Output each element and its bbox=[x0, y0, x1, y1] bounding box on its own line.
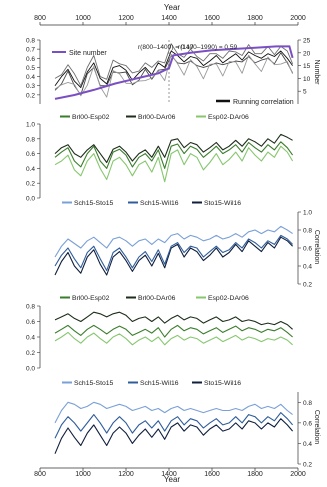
panel-b-y-tick-label: 0.2 bbox=[26, 181, 35, 188]
bottom-x-tick-label: 2000 bbox=[290, 471, 306, 478]
panel-c2-y-tick-label: 0.8 bbox=[303, 400, 312, 407]
panel-a-legend: Site number Running correlation bbox=[52, 50, 294, 106]
top-x-tick-label: 1000 bbox=[75, 15, 91, 22]
top-x-tick-label: 1800 bbox=[247, 15, 263, 22]
panel-b2-legend-label: Sch15-Wil16 bbox=[140, 200, 179, 207]
panel-c2-series-line bbox=[54, 418, 294, 454]
panel-b-y-tick-label: 0.0 bbox=[26, 196, 35, 203]
panel-b-series-line bbox=[54, 145, 294, 183]
panel-c-legend-label: Esp02-DAr06 bbox=[208, 295, 249, 302]
panel-c-y-tick-label: 0.8 bbox=[26, 304, 35, 311]
bottom-x-axis-title: Year bbox=[164, 475, 181, 484]
right-axis-tick-label: 20 bbox=[303, 50, 311, 57]
panel-a-y-tick-label: 0.5 bbox=[26, 65, 35, 72]
panel-b: Brl00-Esp02 Brl00-DAr06 Esp02-DAr06 0.0 0.2… bbox=[26, 114, 294, 203]
panel-b2-series-line bbox=[54, 225, 293, 258]
panel-b-y-tick-label: 1.0 bbox=[26, 122, 35, 129]
panel-c-y-tick-label: 0.0 bbox=[26, 366, 35, 373]
panel-c2-ylabel: Correlation bbox=[313, 410, 320, 444]
panel-b2-legend: Sch15-Sto15 Sch15-Wil16 Sto15-Wil16 bbox=[62, 200, 241, 207]
panel-b2-ylabel: Correlation bbox=[313, 230, 320, 264]
panel-b2: Sch15-Sto15 Sch15-Wil16 Sto15-Wil16 Correl… bbox=[54, 200, 320, 289]
panel-a-running-correlation-lines bbox=[54, 43, 294, 98]
panel-b2-y-tick-label: 0.6 bbox=[303, 246, 312, 253]
bottom-x-tick-label: 1400 bbox=[161, 471, 177, 478]
running-correlation-line bbox=[54, 50, 293, 88]
annotation-r-early: r(800–1400) = 0.17 bbox=[138, 44, 194, 51]
panel-c2-legend: Sch15-Sto15 Sch15-Wil16 Sto15-Wil16 bbox=[62, 380, 241, 387]
panel-c-y-tick-label: 0.4 bbox=[26, 335, 35, 342]
right-axis-tick-label: 25 bbox=[303, 38, 311, 45]
panel-b2-y-tick-label: 0.4 bbox=[303, 264, 312, 271]
right-axis-tick-label: 10 bbox=[303, 76, 311, 83]
site-number-line bbox=[54, 45, 294, 100]
panel-b2-legend-label: Sch15-Sto15 bbox=[74, 200, 114, 207]
panel-b-legend-label: Esp02-DAr06 bbox=[208, 114, 249, 121]
bottom-x-axis: Year 800 1000 1200 1400 1600 1800 2000 bbox=[34, 467, 306, 484]
panel-b2-series-line bbox=[54, 236, 293, 276]
panel-a-y-tick-label: 0.4 bbox=[26, 74, 35, 81]
panel-a-y-tick-label: 0.3 bbox=[26, 83, 35, 90]
panel-c-legend-label: Brl00-Esp02 bbox=[72, 295, 110, 302]
right-axis-title: Number bbox=[313, 60, 320, 86]
panel-b-legend-label: Brl00-DAr06 bbox=[138, 114, 176, 121]
panel-c-y-tick-label: 0.2 bbox=[26, 350, 35, 357]
panel-b-y-tick-label: 0.8 bbox=[26, 136, 35, 143]
panel-c2-series-line bbox=[54, 401, 293, 424]
bottom-x-tick-label: 1600 bbox=[204, 471, 220, 478]
top-x-tick-label: 1600 bbox=[204, 15, 220, 22]
panel-b-series-line bbox=[54, 141, 294, 169]
top-x-tick-label: 800 bbox=[34, 15, 46, 22]
panel-b-legend-label: Brl00-Esp02 bbox=[72, 114, 110, 121]
legend-site-number-label: Site number bbox=[69, 50, 107, 57]
annotation-r-late: r(1400–1990) = 0.59 bbox=[178, 44, 237, 51]
panel-c-series-line bbox=[54, 311, 293, 330]
panel-a-y-tick-label: 0.2 bbox=[26, 92, 35, 99]
panel-c2-legend-label: Sch15-Wil16 bbox=[140, 380, 179, 387]
panel-a: Site number Running correlation r(800–14… bbox=[26, 38, 320, 107]
panel-a-y-tick-label: 0.7 bbox=[26, 47, 35, 54]
top-x-tick-label: 1400 bbox=[161, 15, 177, 22]
top-x-tick-label: 1200 bbox=[118, 15, 134, 22]
bottom-x-tick-label: 1200 bbox=[118, 471, 134, 478]
bottom-x-tick-label: 1800 bbox=[247, 471, 263, 478]
panel-a-y-tick-label: 0.8 bbox=[26, 38, 35, 45]
panel-a-y-tick-label: 0.6 bbox=[26, 56, 35, 63]
panel-c2-y-tick-label: 0.4 bbox=[303, 441, 312, 448]
panel-c2-y-tick-label: 0.2 bbox=[303, 462, 312, 469]
panel-c-series-line bbox=[54, 331, 293, 346]
right-axis-tick-label: 15 bbox=[303, 63, 311, 70]
panel-b2-y-tick-label: 0.8 bbox=[303, 228, 312, 235]
top-x-axis-title: Year bbox=[164, 3, 181, 12]
panel-c2-series-line bbox=[54, 412, 294, 439]
panel-c-legend-label: Brl00-DAr06 bbox=[138, 295, 176, 302]
panel-c2-y-tick-label: 0.6 bbox=[303, 420, 312, 427]
top-x-axis: Year 800 1000 1200 1400 1600 1800 2000 bbox=[34, 3, 306, 26]
panel-b2-y-tick-label: 0.2 bbox=[303, 282, 312, 289]
top-x-tick-label: 2000 bbox=[290, 15, 306, 22]
panel-b-y-tick-label: 0.4 bbox=[26, 166, 35, 173]
panel-b2-y-tick-label: 1.0 bbox=[303, 210, 312, 217]
panel-b2-legend-label: Sto15-Wil16 bbox=[204, 200, 241, 207]
bottom-x-tick-label: 1000 bbox=[75, 471, 91, 478]
running-correlation-line bbox=[54, 43, 294, 87]
panel-c: Brl00-Esp02 Brl00-DAr06 Esp02-DAr06 0.0 0.2… bbox=[26, 295, 293, 373]
panel-c-series-line bbox=[54, 324, 293, 338]
running-correlation-line bbox=[54, 52, 293, 96]
legend-running-correlation-label: Running correlation bbox=[233, 99, 294, 106]
panel-c2: Sch15-Sto15 Sch15-Wil16 Sto15-Wil16 Correl… bbox=[54, 380, 320, 469]
panel-b-y-tick-label: 0.6 bbox=[26, 151, 35, 158]
panel-c-y-tick-label: 0.6 bbox=[26, 319, 35, 326]
panel-c-legend: Brl00-Esp02 Brl00-DAr06 Esp02-DAr06 bbox=[60, 295, 249, 302]
panel-b-series-line bbox=[54, 133, 293, 164]
panel-c2-legend-label: Sch15-Sto15 bbox=[74, 380, 114, 387]
panel-b-legend: Brl00-Esp02 Brl00-DAr06 Esp02-DAr06 bbox=[60, 114, 249, 121]
right-axis-tick-label: 5 bbox=[303, 89, 307, 96]
running-correlation-line bbox=[54, 53, 294, 98]
panel-c2-legend-label: Sto15-Wil16 bbox=[204, 380, 241, 387]
bottom-x-tick-label: 800 bbox=[34, 471, 46, 478]
panel-b2-series-line bbox=[54, 234, 293, 272]
